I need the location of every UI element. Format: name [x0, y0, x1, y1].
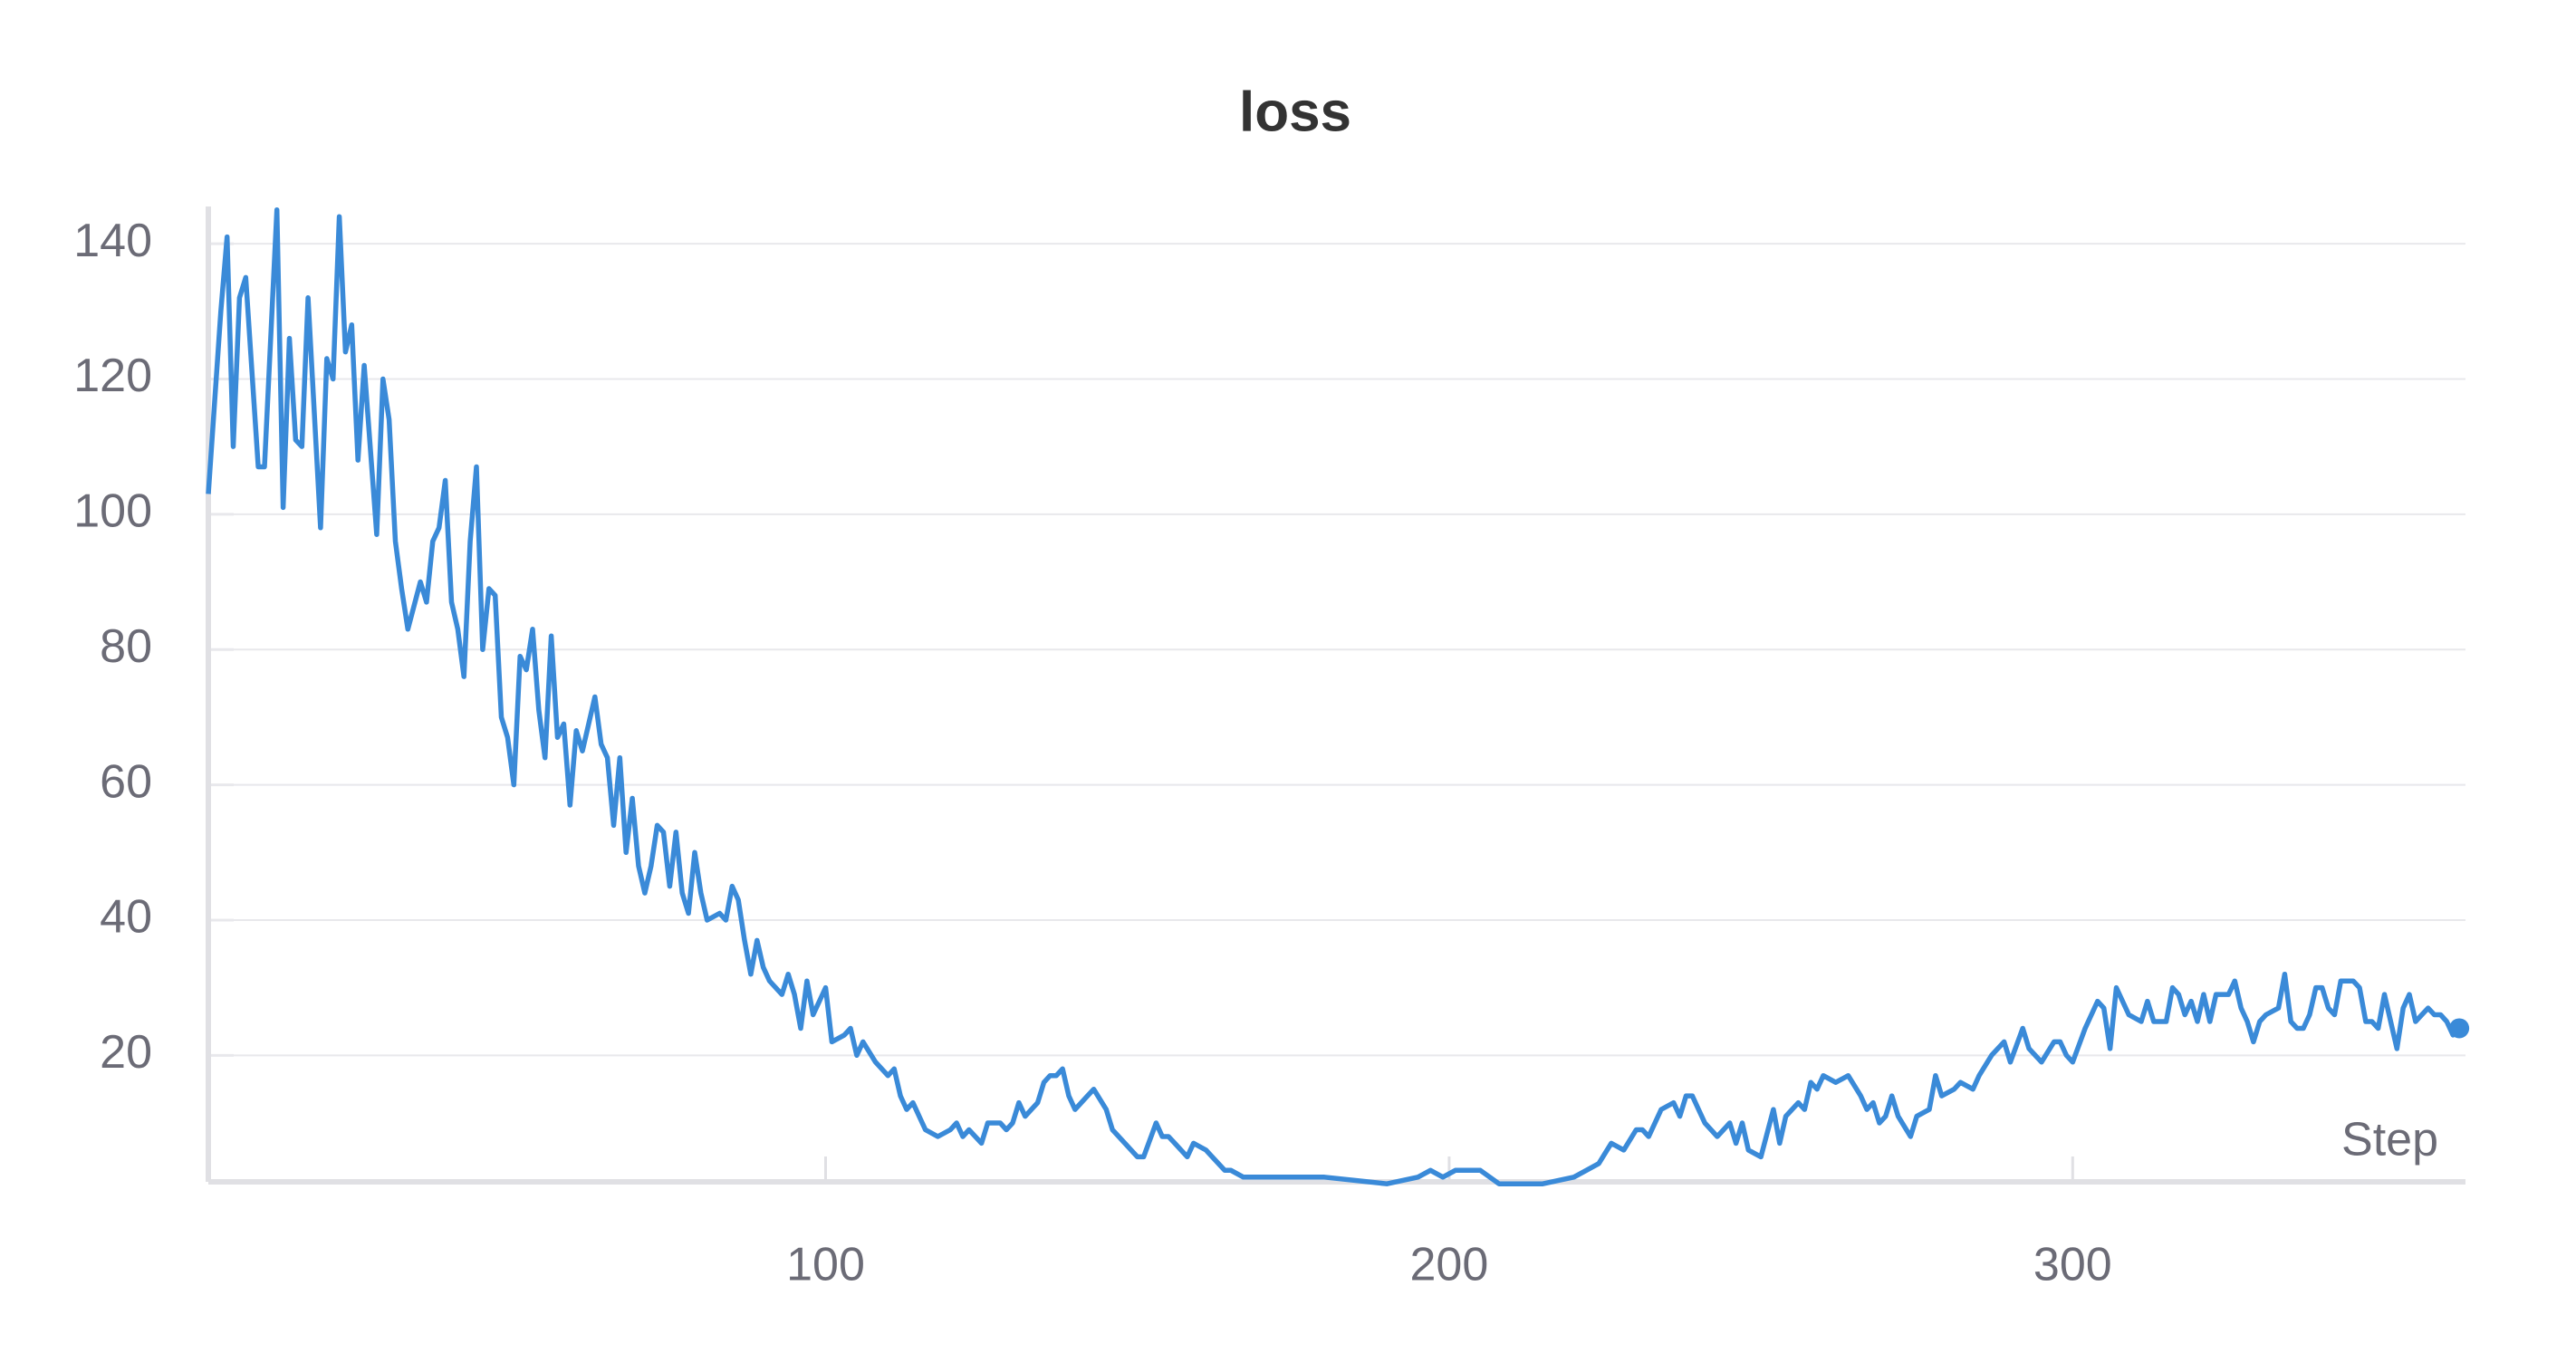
y-tick-label: 60: [100, 755, 152, 808]
loss-line: [206, 206, 2462, 1186]
y-tick-label: 140: [73, 215, 152, 267]
x-tick-label: 200: [1410, 1239, 1489, 1291]
x-tick-label: 100: [786, 1239, 865, 1291]
x-tick-label: 300: [2033, 1239, 2112, 1291]
y-tick-label: 20: [100, 1026, 152, 1079]
x-axis-label: Step: [2341, 1114, 2438, 1166]
chart-title: loss: [1239, 81, 1351, 143]
end-marker: [2449, 1018, 2470, 1039]
y-tick-label: 100: [73, 485, 152, 538]
y-tick-label: 80: [100, 620, 152, 673]
y-tick-label: 120: [73, 350, 152, 402]
y-tick-label: 40: [100, 891, 152, 944]
